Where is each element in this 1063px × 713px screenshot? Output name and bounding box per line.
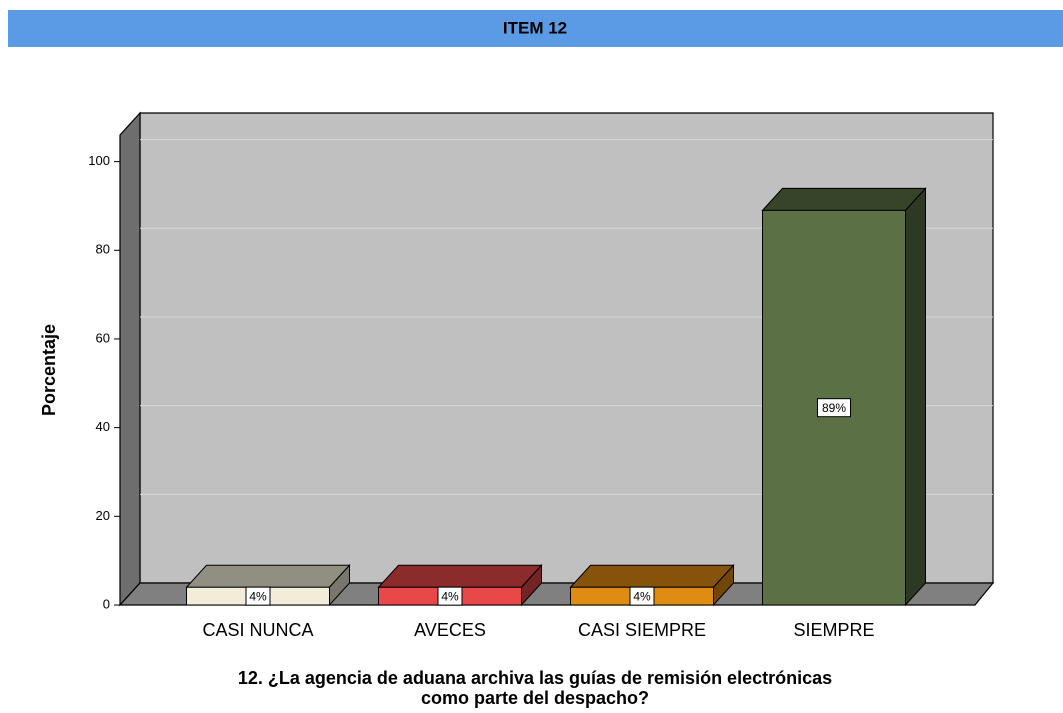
- value-label: 4%: [441, 589, 459, 603]
- value-label-box: [437, 586, 463, 606]
- x-axis-title: como parte del despacho?: [421, 688, 649, 708]
- x-tick-label: CASI NUNCA: [202, 620, 313, 640]
- bar-top: [377, 564, 543, 588]
- y-tick-label: 60: [96, 330, 110, 345]
- x-tick-label: SIEMPRE: [793, 620, 874, 640]
- bar-top: [761, 187, 927, 211]
- x-tick-label: AVECES: [414, 620, 486, 640]
- y-tick-label: 0: [103, 596, 110, 611]
- bar-top: [569, 564, 735, 588]
- y-tick-label: 20: [96, 508, 110, 523]
- bar-side: [905, 187, 926, 607]
- left-wall: [119, 111, 141, 607]
- value-label-box: [245, 586, 271, 606]
- title-bar: [8, 10, 1063, 47]
- value-label: 89%: [822, 401, 846, 415]
- y-tick-label: 100: [88, 153, 110, 168]
- y-tick-label: 80: [96, 242, 110, 257]
- y-tick-label: 40: [96, 419, 110, 434]
- bar-top: [185, 564, 351, 588]
- chart-title: ITEM 12: [503, 18, 567, 37]
- value-label-box: [629, 586, 655, 606]
- x-tick-label: CASI SIEMPRE: [578, 620, 706, 640]
- value-label: 4%: [633, 589, 651, 603]
- value-label: 4%: [249, 589, 267, 603]
- value-label-box: [817, 398, 851, 418]
- x-axis-title: 12. ¿La agencia de aduana archiva las gu…: [238, 668, 832, 688]
- y-axis-title: Porcentaje: [39, 324, 59, 416]
